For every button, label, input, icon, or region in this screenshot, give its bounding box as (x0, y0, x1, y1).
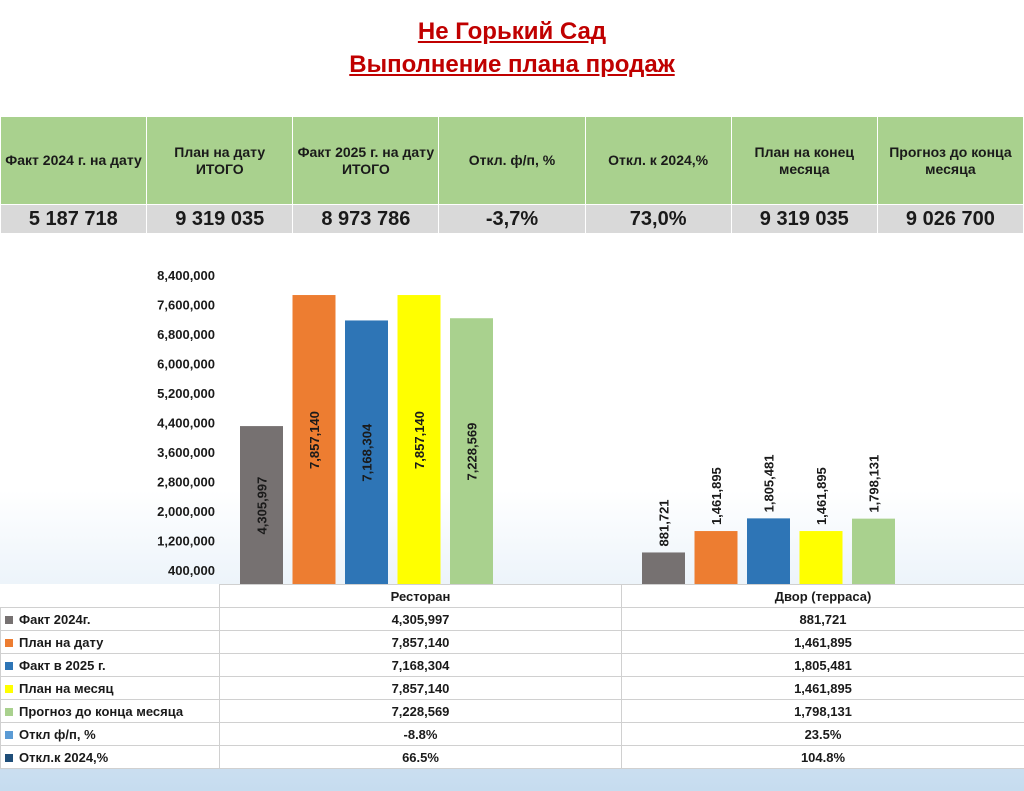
data-table-cell: 7,857,140 (219, 676, 622, 700)
kpi-header-forecast-month-end: Прогноз до конца месяца (876, 116, 1024, 205)
bar-data-label: 881,721 (657, 499, 672, 546)
bar (240, 426, 283, 585)
y-tick-label: 400,000 (168, 563, 215, 578)
legend-entry: План на месяц (0, 676, 220, 700)
bar-data-label: 1,805,481 (762, 455, 777, 513)
kpi-value-deviation-2024: 73,0% (584, 204, 732, 234)
chart-data-table: Ресторан Двор (терраса) Факт 2024г. 4,305… (0, 584, 1024, 769)
bar (747, 518, 790, 585)
data-table-cell: 4,305,997 (219, 607, 622, 631)
legend-label: Факт 2024г. (19, 611, 91, 627)
y-tick-label: 6,800,000 (157, 327, 215, 342)
legend-key-icon (5, 661, 13, 670)
data-table-cell: 104.8% (621, 745, 1024, 769)
bar-data-label: 1,798,131 (867, 455, 882, 513)
data-table-corner (0, 584, 220, 608)
data-table-row: План на дату 7,857,140 1,461,895 (0, 630, 1024, 654)
y-tick-label: 8,400,000 (157, 268, 215, 283)
legend-entry: Откл ф/п, % (0, 722, 220, 746)
data-table-row: Откл ф/п, % -8.8% 23.5% (0, 722, 1024, 746)
kpi-value-row: 5 187 718 9 319 035 8 973 786 -3,7% 73,0… (0, 204, 1024, 234)
data-table-cell: 1,461,895 (621, 630, 1024, 654)
legend-label: Прогноз до конца месяца (19, 703, 184, 719)
data-table-cell: 1,805,481 (621, 653, 1024, 677)
kpi-header-plan-to-date: План на дату ИТОГО (146, 116, 294, 205)
kpi-header-row: Факт 2024 г. на дату План на дату ИТОГО … (0, 116, 1024, 205)
data-table-header-row: Ресторан Двор (терраса) (0, 584, 1024, 608)
kpi-header-deviation-2024: Откл. к 2024,% (584, 116, 732, 205)
data-table-row: План на месяц 7,857,140 1,461,895 (0, 676, 1024, 700)
data-table-cell: 1,798,131 (621, 699, 1024, 723)
bar (397, 295, 441, 585)
y-tick-label: 4,400,000 (157, 416, 215, 431)
legend-label: План на месяц (19, 680, 114, 696)
data-table-cell: 7,228,569 (219, 699, 622, 723)
data-table-row: Откл.к 2024,% 66.5% 104.8% (0, 745, 1024, 769)
legend-entry: Факт 2024г. (0, 607, 220, 631)
data-table-row: Прогноз до конца месяца 7,228,569 1,798,13… (0, 699, 1024, 723)
kpi-value-plan-to-date: 9 319 035 (146, 204, 294, 234)
legend-key-icon (5, 684, 13, 693)
legend-entry: Факт в 2025 г. (0, 653, 220, 677)
legend-key-icon (5, 730, 13, 739)
y-tick-label: 5,200,000 (157, 386, 215, 401)
bar (450, 318, 493, 585)
y-tick-label: 3,600,000 (157, 445, 215, 460)
bar (799, 531, 843, 585)
bar-data-label: 7,857,140 (412, 411, 427, 469)
legend-entry: План на дату (0, 630, 220, 654)
bar (292, 295, 336, 585)
kpi-header-plan-month-end: План на конец месяца (730, 116, 878, 205)
bar-data-label: 7,168,304 (360, 423, 375, 482)
kpi-header-fact-2025: Факт 2025 г. на дату ИТОГО (292, 116, 440, 205)
page-title: Не Горький Сад (417, 18, 607, 45)
legend-entry: Прогноз до конца месяца (0, 699, 220, 723)
kpi-header-fact-2024: Факт 2024 г. на дату (0, 116, 148, 205)
data-table-category-0: Ресторан (219, 584, 622, 608)
bar-data-label: 1,461,895 (709, 467, 724, 525)
bar (694, 531, 738, 585)
legend-label: План на дату (19, 634, 104, 650)
kpi-value-forecast-month-end: 9 026 700 (876, 204, 1024, 234)
y-tick-label: 1,200,000 (157, 534, 215, 549)
bar-chart: 400,000 1,200,000 2,000,000 2,800,000 3,600,… (157, 268, 895, 585)
legend-key-icon (5, 615, 13, 624)
bar-data-label: 7,857,140 (307, 411, 322, 469)
page-subtitle: Выполнение плана продаж (349, 51, 675, 78)
legend-key-icon (5, 707, 13, 716)
data-table-cell: 7,857,140 (219, 630, 622, 654)
kpi-value-plan-month-end: 9 319 035 (730, 204, 878, 234)
kpi-value-fact-2024: 5 187 718 (0, 204, 148, 234)
bar (345, 320, 388, 585)
data-table-cell: -8.8% (219, 722, 622, 746)
y-tick-label: 7,600,000 (157, 298, 215, 313)
legend-label: Откл ф/п, % (19, 726, 96, 742)
legend-entry: Откл.к 2024,% (0, 745, 220, 769)
bar (852, 518, 895, 585)
data-table-row: Факт в 2025 г. 7,168,304 1,805,481 (0, 653, 1024, 677)
legend-label: Откл.к 2024,% (19, 749, 109, 765)
kpi-value-deviation-plan: -3,7% (438, 204, 586, 234)
data-table-cell: 7,168,304 (219, 653, 622, 677)
bar-data-label: 7,228,569 (465, 423, 480, 481)
bar-data-label: 1,461,895 (814, 467, 829, 525)
data-table-category-1: Двор (терраса) (621, 584, 1024, 608)
data-table-cell: 881,721 (621, 607, 1024, 631)
y-tick-label: 2,000,000 (157, 504, 215, 519)
y-tick-label: 2,800,000 (157, 475, 215, 490)
y-tick-label: 6,000,000 (157, 357, 215, 372)
data-table-cell: 66.5% (219, 745, 622, 769)
kpi-header-deviation-plan: Откл. ф/п, % (438, 116, 586, 205)
legend-key-icon (5, 638, 13, 647)
data-table-cell: 23.5% (621, 722, 1024, 746)
bar (642, 552, 685, 585)
kpi-value-fact-2025: 8 973 786 (292, 204, 440, 234)
bar-data-label: 4,305,997 (255, 477, 270, 535)
legend-label: Факт в 2025 г. (19, 657, 106, 673)
data-table-row: Факт 2024г. 4,305,997 881,721 (0, 607, 1024, 631)
kpi-table: Факт 2024 г. на дату План на дату ИТОГО … (0, 116, 1024, 234)
legend-key-icon (5, 753, 13, 762)
data-table-cell: 1,461,895 (621, 676, 1024, 700)
